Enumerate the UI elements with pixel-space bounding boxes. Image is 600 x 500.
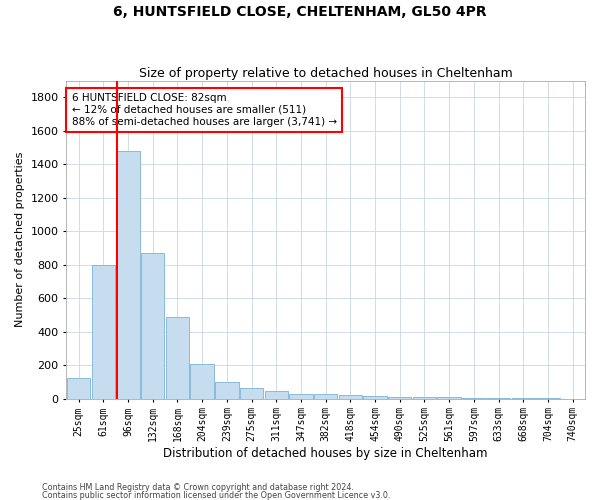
Text: 6, HUNTSFIELD CLOSE, CHELTENHAM, GL50 4PR: 6, HUNTSFIELD CLOSE, CHELTENHAM, GL50 4P… [113,5,487,19]
Bar [364,396,387,398]
Bar [338,395,362,398]
Bar [116,151,140,398]
Bar [67,378,91,398]
Text: Contains public sector information licensed under the Open Government Licence v3: Contains public sector information licen… [42,490,391,500]
Y-axis label: Number of detached properties: Number of detached properties [15,152,25,328]
Bar [240,388,263,398]
X-axis label: Distribution of detached houses by size in Cheltenham: Distribution of detached houses by size … [163,447,488,460]
Text: 6 HUNTSFIELD CLOSE: 82sqm
← 12% of detached houses are smaller (511)
88% of semi: 6 HUNTSFIELD CLOSE: 82sqm ← 12% of detac… [71,94,337,126]
Bar [314,394,337,398]
Bar [289,394,313,398]
Bar [437,397,461,398]
Text: Contains HM Land Registry data © Crown copyright and database right 2024.: Contains HM Land Registry data © Crown c… [42,483,354,492]
Title: Size of property relative to detached houses in Cheltenham: Size of property relative to detached ho… [139,66,512,80]
Bar [388,396,412,398]
Bar [92,264,115,398]
Bar [166,316,189,398]
Bar [190,364,214,398]
Bar [215,382,239,398]
Bar [141,253,164,398]
Bar [265,391,288,398]
Bar [413,397,436,398]
